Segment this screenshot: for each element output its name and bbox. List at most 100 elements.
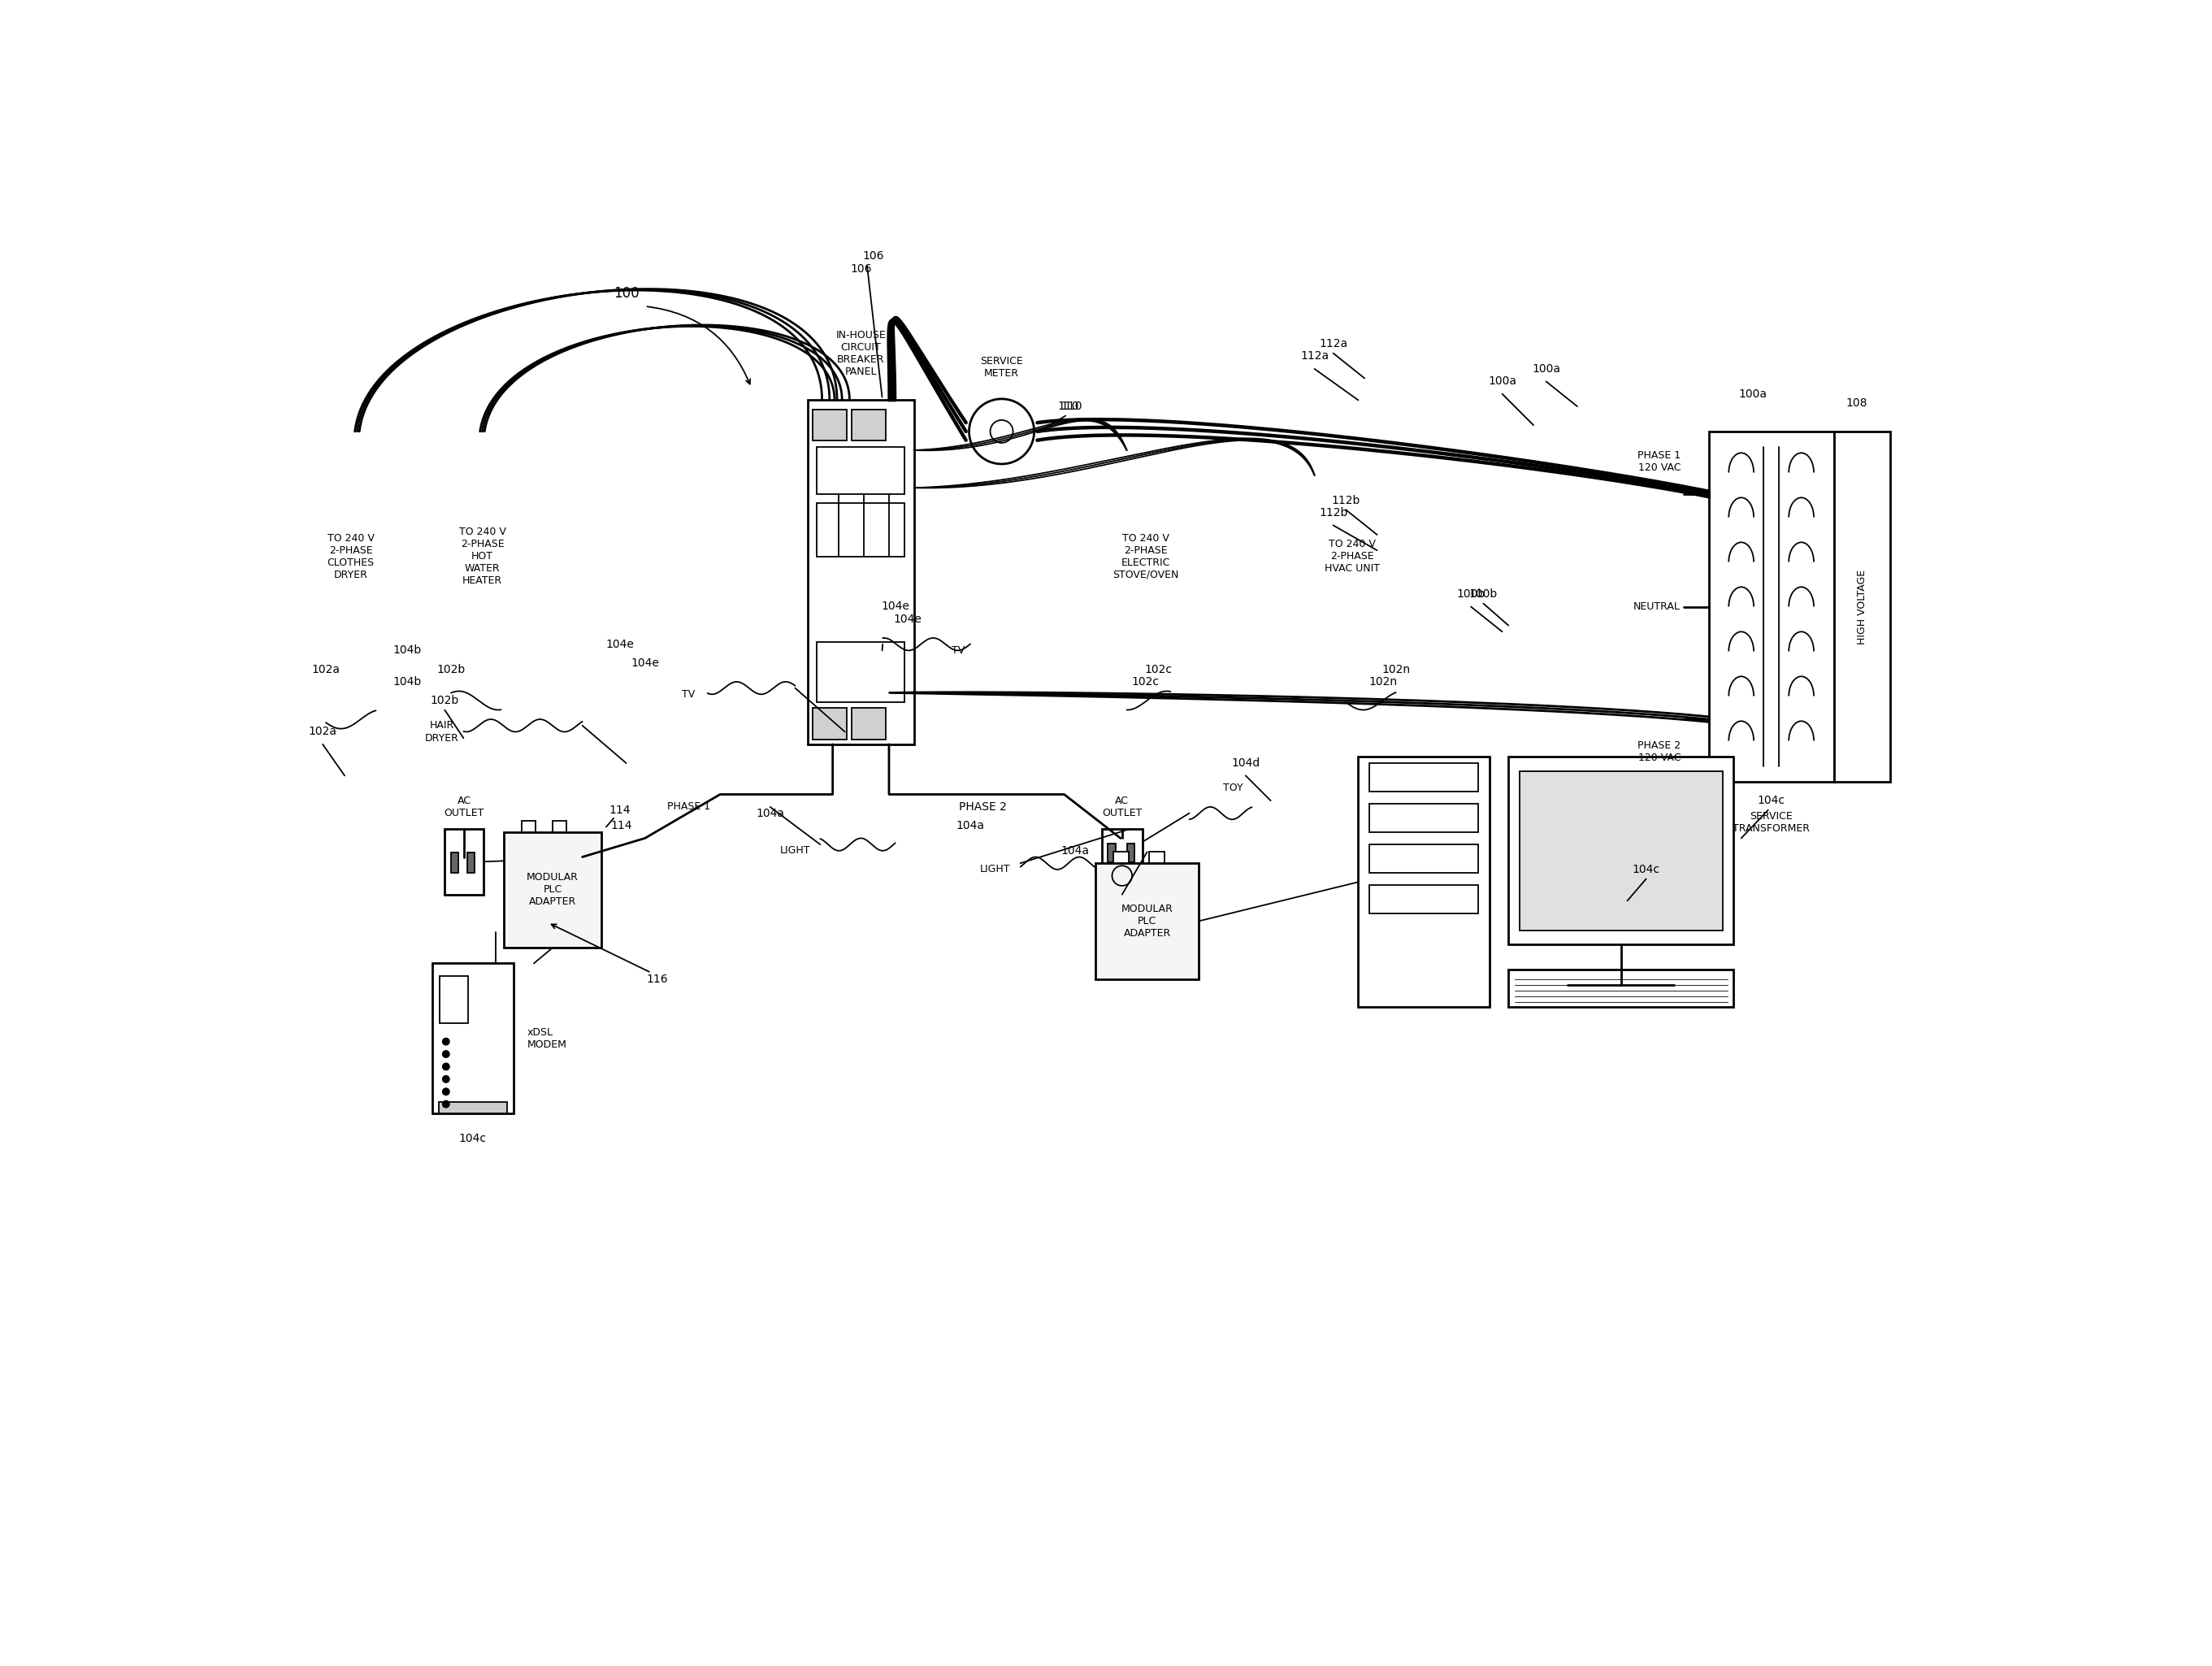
Text: MODULAR
PLC
ADAPTER: MODULAR PLC ADAPTER (526, 873, 580, 908)
Text: 110: 110 (1057, 402, 1079, 412)
Bar (1095, 863, 1199, 980)
Text: 114: 114 (611, 820, 633, 831)
Text: IN-HOUSE
CIRCUIT
BREAKER
PANEL: IN-HOUSE CIRCUIT BREAKER PANEL (836, 330, 887, 377)
Bar (1369, 803, 1478, 831)
Text: TO 240 V
2-PHASE
HVAC UNIT: TO 240 V 2-PHASE HVAC UNIT (1325, 540, 1380, 575)
Text: 112a: 112a (1301, 350, 1329, 362)
Text: 114: 114 (608, 805, 630, 816)
Text: 116: 116 (646, 973, 668, 985)
Text: 112a: 112a (1318, 338, 1347, 350)
Text: 108: 108 (1845, 398, 1867, 408)
Bar (1520, 771, 1723, 931)
Bar (812, 708, 847, 740)
Text: AC
OUTLET: AC OUTLET (445, 796, 484, 818)
Text: 100: 100 (613, 287, 639, 302)
Circle shape (442, 1063, 449, 1070)
Text: 100a: 100a (1489, 377, 1517, 387)
Text: PHASE 1
120 VAC: PHASE 1 120 VAC (1637, 450, 1681, 473)
Text: 100a: 100a (1739, 388, 1767, 400)
Text: TO 240 V
2-PHASE
HOT
WATER
HEATER: TO 240 V 2-PHASE HOT WATER HEATER (458, 526, 507, 586)
Text: 102a: 102a (312, 663, 341, 675)
Bar (1369, 763, 1478, 791)
Bar (852, 708, 885, 740)
Text: 104d: 104d (1232, 758, 1261, 768)
Text: 104a: 104a (757, 808, 785, 820)
Text: 100b: 100b (1469, 588, 1498, 600)
Text: 104e: 104e (606, 638, 635, 650)
Text: 112b: 112b (1318, 506, 1347, 518)
Text: 104e: 104e (894, 613, 922, 625)
Text: LIGHT: LIGHT (980, 865, 1011, 875)
Text: 100a: 100a (1531, 363, 1559, 375)
Bar (816, 643, 905, 701)
Text: PHASE 2
120 VAC: PHASE 2 120 VAC (1637, 740, 1681, 763)
Bar (1708, 431, 1834, 781)
Text: 102b: 102b (436, 663, 465, 675)
Bar (1102, 828, 1141, 895)
Text: MODULAR
PLC
ADAPTER: MODULAR PLC ADAPTER (1121, 903, 1172, 938)
Text: SERVICE
TRANSFORMER: SERVICE TRANSFORMER (1732, 811, 1809, 835)
Bar (1369, 845, 1478, 873)
Text: 102n: 102n (1369, 676, 1398, 688)
Circle shape (442, 1038, 449, 1045)
Text: 102a: 102a (307, 726, 336, 738)
Text: TOY: TOY (1223, 783, 1243, 793)
Bar (816, 446, 905, 495)
Text: 106: 106 (863, 250, 885, 262)
Text: 102c: 102c (1144, 663, 1172, 675)
Text: SERVICE
METER: SERVICE METER (980, 357, 1024, 378)
Text: 104e: 104e (630, 658, 659, 668)
Text: 102b: 102b (431, 695, 460, 706)
Circle shape (442, 1088, 449, 1095)
Text: TV: TV (951, 645, 964, 656)
Bar (451, 853, 458, 873)
Text: 104a: 104a (1062, 845, 1088, 856)
Bar (852, 410, 885, 441)
Text: PHASE 1: PHASE 1 (668, 801, 710, 813)
Text: xDSL
MODEM: xDSL MODEM (526, 1026, 566, 1050)
Text: 100b: 100b (1455, 588, 1484, 600)
Text: HAIR
DRYER: HAIR DRYER (425, 720, 458, 743)
Text: 104c: 104c (1632, 863, 1659, 875)
Circle shape (442, 1101, 449, 1108)
Bar (1509, 970, 1734, 1008)
Text: TO 240 V
2-PHASE
ELECTRIC
STOVE/OVEN: TO 240 V 2-PHASE ELECTRIC STOVE/OVEN (1113, 533, 1179, 580)
Bar (1113, 851, 1128, 863)
Text: HIGH VOLTAGE: HIGH VOLTAGE (1856, 570, 1867, 645)
Text: 110: 110 (1062, 402, 1082, 412)
Bar (522, 821, 535, 831)
Bar (807, 400, 914, 745)
Bar (504, 831, 602, 948)
Text: TV: TV (681, 690, 695, 700)
Text: 104c: 104c (1759, 795, 1785, 806)
Text: 104b: 104b (394, 676, 422, 688)
Bar (438, 1103, 507, 1113)
Text: 104e: 104e (880, 601, 909, 613)
Text: PHASE 2: PHASE 2 (960, 801, 1006, 813)
Bar (440, 976, 469, 1023)
Text: 102n: 102n (1382, 663, 1409, 675)
Text: NEUTRAL: NEUTRAL (1632, 601, 1681, 611)
Bar (816, 503, 905, 556)
Text: 104a: 104a (956, 820, 984, 831)
Text: TO 240 V
2-PHASE
CLOTHES
DRYER: TO 240 V 2-PHASE CLOTHES DRYER (327, 533, 374, 580)
Circle shape (442, 1076, 449, 1083)
Bar (1148, 851, 1164, 863)
Text: AC
OUTLET: AC OUTLET (1102, 796, 1141, 818)
Bar (1126, 843, 1135, 861)
Bar (1369, 885, 1478, 913)
Bar (431, 963, 513, 1113)
Text: LIGHT: LIGHT (781, 845, 810, 856)
Text: 102c: 102c (1133, 676, 1159, 688)
Text: 104c: 104c (460, 1133, 487, 1145)
Bar (553, 821, 566, 831)
Bar (445, 828, 484, 895)
Text: 106: 106 (849, 263, 872, 275)
Circle shape (442, 1051, 449, 1058)
Bar (1358, 756, 1489, 1008)
Bar (1509, 756, 1734, 945)
Bar (467, 853, 476, 873)
Bar (1834, 431, 1891, 781)
Bar (1108, 843, 1115, 861)
Text: 112b: 112b (1332, 495, 1360, 506)
